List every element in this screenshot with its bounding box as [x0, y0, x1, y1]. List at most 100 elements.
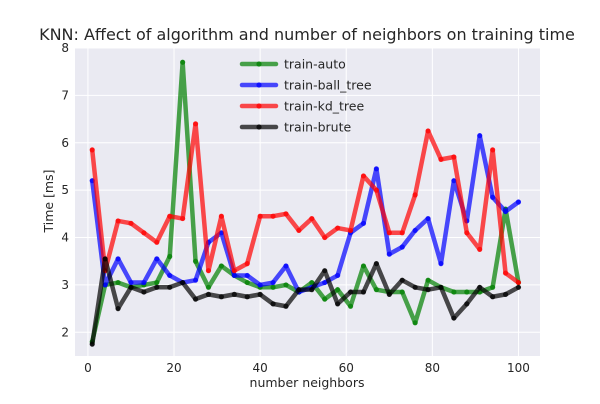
- data-point-train-brute: [257, 291, 263, 297]
- data-point-train-ball_tree: [399, 244, 405, 250]
- data-point-train-ball_tree: [335, 272, 341, 279]
- data-point-train-auto: [322, 296, 328, 302]
- data-point-train-auto: [425, 277, 431, 283]
- series-line-train-kd_tree: [89, 121, 521, 285]
- data-point-train-ball_tree: [167, 272, 173, 279]
- data-point-train-ball_tree: [270, 279, 276, 286]
- data-point-train-brute: [102, 256, 108, 262]
- data-point-train-ball_tree: [154, 256, 160, 262]
- legend: train-auto train-ball_tree train-kd_treetr…: [239, 57, 372, 135]
- data-point-train-ball_tree: [490, 194, 496, 200]
- data-point-train-brute: [89, 341, 95, 347]
- data-point-train-auto: [218, 263, 224, 269]
- data-point-train-brute: [154, 284, 160, 290]
- data-point-train-brute: [322, 268, 328, 274]
- data-point-train-kd_tree: [412, 192, 418, 198]
- y-tick-label: 2: [61, 325, 69, 339]
- data-point-train-auto: [115, 279, 121, 286]
- series-line-train-brute: [89, 256, 521, 347]
- data-point-train-brute: [438, 284, 444, 290]
- data-point-train-ball_tree: [218, 230, 224, 236]
- data-point-train-auto: [283, 282, 289, 288]
- data-point-train-ball_tree: [360, 220, 367, 226]
- data-point-train-brute: [115, 306, 121, 312]
- y-tick-label: 3: [61, 278, 69, 292]
- data-point-train-kd_tree: [490, 147, 496, 153]
- data-point-train-kd_tree: [218, 213, 224, 219]
- data-point-train-auto: [205, 284, 212, 290]
- data-point-train-ball_tree: [257, 282, 263, 288]
- data-point-train-kd_tree: [477, 246, 483, 252]
- legend-label: train-kd_tree: [284, 99, 364, 114]
- data-point-train-ball_tree: [451, 178, 457, 184]
- data-point-train-brute: [231, 291, 237, 297]
- data-point-train-auto: [412, 320, 418, 326]
- data-point-train-ball_tree: [141, 279, 147, 286]
- data-point-train-kd_tree: [322, 234, 328, 241]
- data-point-train-ball_tree: [373, 166, 379, 172]
- data-point-train-kd_tree: [270, 213, 276, 219]
- data-point-train-kd_tree: [360, 173, 367, 179]
- y-tick-label: 7: [61, 88, 69, 102]
- x-tick-label: 20: [166, 361, 181, 375]
- data-point-train-kd_tree: [335, 225, 341, 231]
- legend-entry-train-auto: train-auto: [239, 57, 346, 72]
- data-point-train-brute: [180, 279, 186, 286]
- data-point-train-kd_tree: [180, 215, 186, 222]
- series-train-kd_tree: [89, 121, 522, 286]
- data-point-train-ball_tree: [283, 263, 289, 269]
- data-point-train-brute: [218, 294, 224, 300]
- data-point-train-brute: [502, 291, 509, 297]
- legend-marker: [256, 103, 262, 109]
- data-point-train-auto: [347, 303, 354, 309]
- data-point-train-brute: [296, 287, 302, 293]
- x-tick-label: 80: [425, 361, 440, 375]
- legend-marker: [256, 82, 262, 88]
- data-point-train-auto: [360, 263, 367, 269]
- data-point-train-ball_tree: [425, 215, 431, 222]
- data-point-train-auto: [192, 258, 199, 264]
- data-point-train-kd_tree: [283, 211, 289, 217]
- data-point-train-auto: [270, 284, 276, 290]
- data-point-train-kd_tree: [347, 227, 354, 234]
- data-point-train-brute: [386, 291, 392, 297]
- legend-entry-train-kd_tree: train-kd_tree: [239, 99, 364, 114]
- data-point-train-kd_tree: [425, 128, 431, 134]
- data-point-train-kd_tree: [167, 213, 173, 219]
- data-point-train-kd_tree: [192, 121, 199, 127]
- data-point-train-brute: [373, 261, 379, 267]
- data-point-train-auto: [335, 287, 341, 293]
- data-point-train-ball_tree: [386, 251, 392, 257]
- data-point-train-ball_tree: [438, 261, 444, 267]
- legend-marker: [256, 124, 262, 130]
- data-point-train-kd_tree: [373, 187, 379, 193]
- x-tick-label: 0: [84, 361, 92, 375]
- series-layer: [89, 59, 522, 347]
- data-point-train-brute: [205, 291, 212, 297]
- data-point-train-brute: [167, 284, 173, 290]
- data-point-train-kd_tree: [115, 218, 121, 224]
- data-point-train-kd_tree: [154, 239, 160, 245]
- y-axis-label: Time [ms]: [41, 169, 56, 233]
- data-point-train-kd_tree: [205, 268, 212, 274]
- legend-label: train-brute: [284, 120, 352, 135]
- legend-entry-train-brute: train-brute: [239, 120, 352, 135]
- y-tick-label: 8: [61, 41, 69, 55]
- data-point-train-kd_tree: [464, 230, 470, 236]
- data-point-train-ball_tree: [128, 279, 134, 286]
- data-point-train-ball_tree: [502, 208, 509, 215]
- data-point-train-brute: [399, 277, 405, 283]
- plot-area: 0 20 40 60 80 100 2 3 4 5 6 7 8: [61, 41, 540, 375]
- data-point-train-brute: [360, 289, 367, 295]
- data-point-train-brute: [451, 315, 457, 321]
- data-point-train-ball_tree: [244, 272, 250, 279]
- data-point-train-kd_tree: [296, 227, 302, 234]
- data-point-train-brute: [244, 294, 250, 300]
- data-point-train-kd_tree: [141, 230, 147, 236]
- x-tick-label: 100: [507, 361, 530, 375]
- x-tick-label: 40: [252, 361, 267, 375]
- data-point-train-ball_tree: [115, 256, 121, 262]
- legend-label: train-ball_tree: [284, 78, 372, 93]
